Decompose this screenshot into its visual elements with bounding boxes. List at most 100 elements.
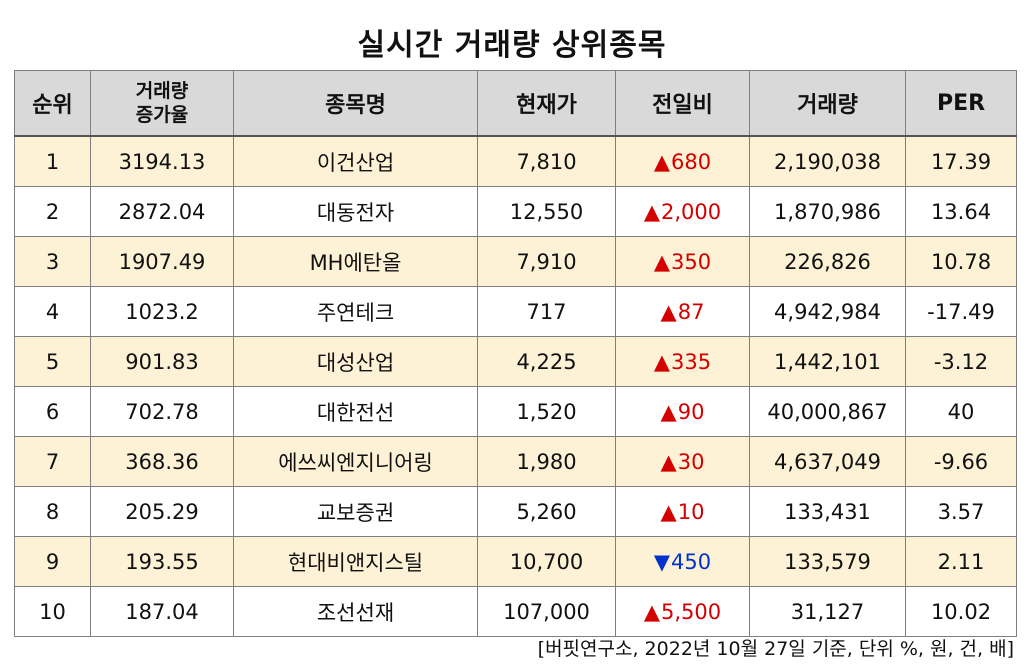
header-volume-increase: 거래량 증가율 <box>90 70 234 137</box>
volume-increase-cell: 368.36 <box>90 436 234 487</box>
current-price-cell: 1,520 <box>477 386 616 437</box>
per-cell: 10.02 <box>905 586 1017 637</box>
rank-cell: 4 <box>14 286 91 337</box>
day-change-value: 87 <box>677 299 705 324</box>
day-change-cell: ▲5,500 <box>615 586 750 637</box>
rank-cell: 2 <box>14 186 91 237</box>
stock-table: 순위 거래량 증가율 종목명 현재가 전일비 거래량 PER 1 3194.13 이… <box>14 70 1017 637</box>
stock-name-cell: 에쓰씨엔지니어링 <box>233 436 478 487</box>
per-cell: 3.57 <box>905 486 1017 537</box>
volume-increase-cell: 187.04 <box>90 586 234 637</box>
volume-increase-cell: 901.83 <box>90 336 234 387</box>
current-price-cell: 7,910 <box>477 236 616 287</box>
volume-cell: 226,826 <box>749 236 906 287</box>
volume-cell: 1,442,101 <box>749 336 906 387</box>
rank-cell: 6 <box>14 386 91 437</box>
rank-cell: 3 <box>14 236 91 287</box>
up-triangle-icon: ▲ <box>660 399 677 424</box>
current-price-cell: 1,980 <box>477 436 616 487</box>
volume-increase-cell: 1023.2 <box>90 286 234 337</box>
current-price-cell: 107,000 <box>477 586 616 637</box>
volume-cell: 4,637,049 <box>749 436 906 487</box>
table-row: 7 368.36 에쓰씨엔지니어링 1,980 ▲30 4,637,049 -9.66 <box>14 436 1017 487</box>
up-triangle-icon: ▲ <box>660 299 677 324</box>
volume-increase-cell: 2872.04 <box>90 186 234 237</box>
per-cell: 13.64 <box>905 186 1017 237</box>
day-change-value: 2,000 <box>661 199 722 224</box>
per-cell: 17.39 <box>905 135 1017 187</box>
header-volume: 거래량 <box>749 70 906 137</box>
volume-cell: 31,127 <box>749 586 906 637</box>
header-stock-name: 종목명 <box>233 70 478 137</box>
header-current-price: 현재가 <box>477 70 616 137</box>
per-cell: 10.78 <box>905 236 1017 287</box>
table-row: 4 1023.2 주연테크 717 ▲87 4,942,984 -17.49 <box>14 286 1017 337</box>
source-footnote: [버핏연구소, 2022년 10월 27일 기준, 단위 %, 원, 건, 배] <box>537 638 1014 660</box>
stock-name-cell: 현대비앤지스틸 <box>233 536 478 587</box>
day-change-value: 335 <box>671 349 712 374</box>
down-triangle-icon: ▼ <box>653 549 671 574</box>
current-price-cell: 7,810 <box>477 135 616 187</box>
up-triangle-icon: ▲ <box>660 499 677 524</box>
volume-cell: 1,870,986 <box>749 186 906 237</box>
stock-name-cell: 대한전선 <box>233 386 478 437</box>
up-triangle-icon: ▲ <box>653 249 671 274</box>
table-body: 1 3194.13 이건산업 7,810 ▲680 2,190,038 17.39 2 2872… <box>14 135 1017 637</box>
day-change-value: 5,500 <box>661 599 722 624</box>
volume-cell: 133,579 <box>749 536 906 587</box>
day-change-value: 350 <box>671 249 712 274</box>
volume-cell: 2,190,038 <box>749 135 906 187</box>
current-price-cell: 12,550 <box>477 186 616 237</box>
day-change-cell: ▲90 <box>615 386 750 437</box>
table-row: 5 901.83 대성산업 4,225 ▲335 1,442,101 -3.12 <box>14 336 1017 387</box>
up-triangle-icon: ▲ <box>643 199 661 224</box>
day-change-cell: ▲335 <box>615 336 750 387</box>
stock-name-cell: MH에탄올 <box>233 236 478 287</box>
current-price-cell: 10,700 <box>477 536 616 587</box>
volume-increase-cell: 3194.13 <box>90 135 234 187</box>
rank-cell: 7 <box>14 436 91 487</box>
day-change-cell: ▲10 <box>615 486 750 537</box>
header-volume-increase-line2: 증가율 <box>135 104 189 126</box>
stock-name-cell: 주연테크 <box>233 286 478 337</box>
volume-cell: 40,000,867 <box>749 386 906 437</box>
per-cell: -9.66 <box>905 436 1017 487</box>
volume-increase-cell: 193.55 <box>90 536 234 587</box>
rank-cell: 8 <box>14 486 91 537</box>
header-day-change: 전일비 <box>615 70 750 137</box>
stock-name-cell: 이건산업 <box>233 135 478 187</box>
table-row: 6 702.78 대한전선 1,520 ▲90 40,000,867 40 <box>14 386 1017 437</box>
page-title: 실시간 거래량 상위종목 <box>357 28 667 63</box>
day-change-value: 30 <box>677 449 705 474</box>
day-change-cell: ▼450 <box>615 536 750 587</box>
per-cell: -17.49 <box>905 286 1017 337</box>
volume-cell: 4,942,984 <box>749 286 906 337</box>
header-volume-increase-line1: 거래량 <box>135 80 189 102</box>
current-price-cell: 5,260 <box>477 486 616 537</box>
volume-increase-cell: 1907.49 <box>90 236 234 287</box>
header-rank: 순위 <box>14 70 91 137</box>
current-price-cell: 717 <box>477 286 616 337</box>
table-row: 8 205.29 교보증권 5,260 ▲10 133,431 3.57 <box>14 486 1017 537</box>
header-per: PER <box>905 70 1017 137</box>
per-cell: 2.11 <box>905 536 1017 587</box>
stock-name-cell: 대성산업 <box>233 336 478 387</box>
day-change-value: 10 <box>677 499 705 524</box>
day-change-cell: ▲680 <box>615 135 750 187</box>
volume-increase-cell: 702.78 <box>90 386 234 437</box>
per-cell: -3.12 <box>905 336 1017 387</box>
table-row: 1 3194.13 이건산업 7,810 ▲680 2,190,038 17.39 <box>14 135 1017 187</box>
rank-cell: 10 <box>14 586 91 637</box>
up-triangle-icon: ▲ <box>653 349 671 374</box>
up-triangle-icon: ▲ <box>643 599 661 624</box>
stock-name-cell: 조선선재 <box>233 586 478 637</box>
up-triangle-icon: ▲ <box>653 149 671 174</box>
table-row: 10 187.04 조선선재 107,000 ▲5,500 31,127 10.02 <box>14 586 1017 637</box>
day-change-cell: ▲350 <box>615 236 750 287</box>
rank-cell: 9 <box>14 536 91 587</box>
day-change-value: 680 <box>671 149 712 174</box>
volume-increase-cell: 205.29 <box>90 486 234 537</box>
stock-name-cell: 교보증권 <box>233 486 478 537</box>
up-triangle-icon: ▲ <box>660 449 677 474</box>
current-price-cell: 4,225 <box>477 336 616 387</box>
